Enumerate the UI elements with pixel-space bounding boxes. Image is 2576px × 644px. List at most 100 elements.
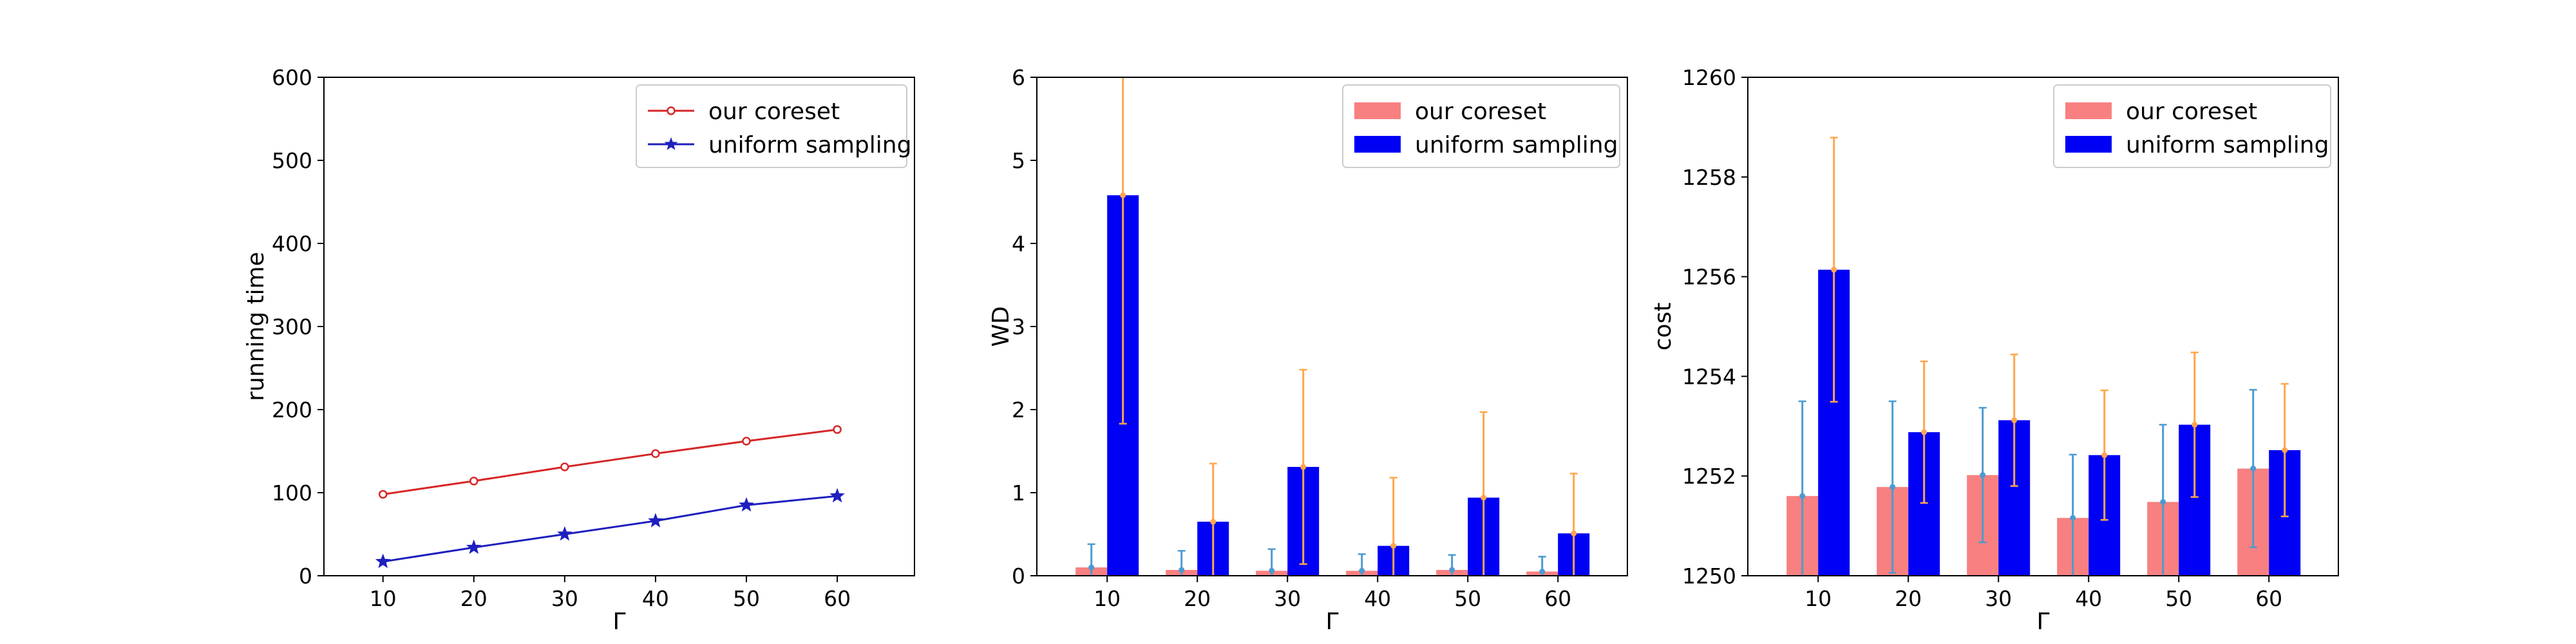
x-axis-label: Γ [1325, 609, 1338, 635]
y-tick-label: 4 [1012, 231, 1025, 256]
y-tick-label: 400 [272, 231, 312, 256]
legend-swatch [2065, 102, 2112, 119]
error-mean-dot [1571, 530, 1577, 536]
x-tick-label: 30 [1985, 586, 2012, 611]
error-mean-dot [2070, 515, 2076, 521]
y-tick-label: 1258 [1682, 165, 1736, 190]
error-mean-dot [2192, 421, 2198, 428]
x-tick-label: 40 [642, 586, 669, 611]
legend: our coreset uniform sampling [2053, 84, 2331, 168]
legend-box [1342, 84, 1620, 168]
error-mean-dot [1980, 472, 1986, 478]
legend-label: uniform sampling [708, 132, 911, 158]
y-axis-label: WD [988, 306, 1014, 346]
legend-label: uniform sampling [1415, 132, 1618, 158]
data-point [469, 477, 478, 486]
y-tick-label: 6 [1012, 65, 1025, 90]
legend: our coreset uniform sampling [1342, 84, 1620, 168]
error-mean-dot [2282, 447, 2288, 453]
y-tick-label: 100 [272, 480, 312, 506]
y-tick-label: 2 [1012, 397, 1025, 422]
error-mean-dot [2250, 466, 2257, 472]
subplot-2: 0 1 2 3 4 5 6 10 20 30 40 50 60 Γ WD our coreset uniform… [988, 65, 1628, 635]
y-tick-label: 0 [1012, 564, 1025, 589]
x-tick-label: 60 [2255, 586, 2282, 611]
x-tick-label: 40 [1364, 586, 1391, 611]
y-tick-label: 5 [1012, 148, 1025, 173]
x-axis-label: Γ [2036, 609, 2049, 635]
error-mean-dot [1300, 464, 1307, 470]
legend: our coreset uniform sampling [636, 84, 911, 168]
legend-marker [664, 137, 678, 150]
y-tick-label: 1260 [1682, 65, 1736, 90]
y-tick-label: 1254 [1682, 364, 1736, 389]
legend-label: uniform sampling [2126, 132, 2329, 158]
x-axis-label: Γ [612, 609, 625, 635]
legend-label: our coreset [1415, 99, 1546, 125]
legend-swatch [2065, 136, 2112, 153]
error-mean-dot [1269, 567, 1275, 574]
x-tick-label: 10 [1094, 586, 1121, 611]
subplot-3: 1250 1252 1254 1256 1258 1260 10 20 30 40 50 60 Γcos… [1650, 65, 2339, 635]
legend-box [2053, 84, 2331, 168]
error-mean-dot [1120, 192, 1126, 198]
data-point [560, 462, 569, 471]
error-mean-dot [1390, 543, 1397, 549]
error-mean-dot [1210, 518, 1217, 525]
error-mean-dot [2101, 452, 2108, 459]
error-mean-dot [1921, 429, 1927, 435]
error-mean-dot [1359, 567, 1365, 574]
subplot-1: 0 100 200 300 400 500 600 10 20 30 40 50 60 Γrunning … [243, 65, 915, 635]
y-tick-label: 1 [1012, 480, 1025, 506]
legend-label: our coreset [708, 99, 840, 125]
y-tick-label: 600 [272, 65, 312, 90]
error-mean-dot [1449, 567, 1455, 573]
legend-box [636, 84, 907, 168]
x-tick-label: 20 [1895, 586, 1922, 611]
series-line-1 [383, 428, 838, 496]
data-point [651, 449, 660, 459]
x-tick-label: 30 [551, 586, 578, 611]
x-tick-label: 40 [2075, 586, 2102, 611]
y-tick-label: 300 [272, 314, 312, 339]
x-tick-label: 60 [824, 586, 851, 611]
y-tick-label: 3 [1012, 314, 1025, 339]
legend-swatch [1354, 136, 1401, 153]
x-tick-label: 20 [460, 586, 488, 611]
error-mean-dot [1831, 267, 1837, 273]
x-tick-label: 50 [2165, 586, 2192, 611]
error-mean-dot [2011, 417, 2018, 424]
data-point [648, 513, 663, 527]
x-tick-label: 60 [1544, 586, 1571, 611]
axes-frame [1747, 77, 2339, 576]
series-line-2 [383, 495, 838, 563]
data-point [557, 526, 573, 541]
x-tick-label: 10 [1804, 586, 1832, 611]
error-mean-dot [1539, 569, 1546, 575]
error-mean-dot [1889, 484, 1896, 490]
error-mean-dot [1179, 567, 1185, 573]
data-point [375, 553, 391, 569]
data-point [833, 425, 842, 434]
error-mean-dot [1481, 495, 1487, 501]
legend-marker [667, 106, 676, 115]
x-tick-label: 10 [370, 586, 397, 611]
y-axis-label: running time [243, 252, 269, 401]
data-point [829, 488, 845, 503]
x-tick-label: 20 [1184, 586, 1211, 611]
error-mean-dot [1799, 493, 1806, 499]
data-point [378, 489, 388, 499]
error-mean-dot [1088, 564, 1095, 571]
y-tick-label: 1250 [1682, 564, 1736, 589]
error-mean-dot [2160, 498, 2166, 505]
x-tick-label: 50 [1454, 586, 1481, 611]
y-tick-label: 1256 [1682, 265, 1736, 290]
legend-label: our coreset [2126, 99, 2257, 125]
y-axis-label: cost [1650, 303, 1676, 351]
y-tick-label: 500 [272, 148, 312, 173]
y-tick-label: 1252 [1682, 464, 1736, 489]
data-point [466, 539, 482, 554]
data-point [739, 497, 754, 512]
data-point [742, 437, 751, 446]
